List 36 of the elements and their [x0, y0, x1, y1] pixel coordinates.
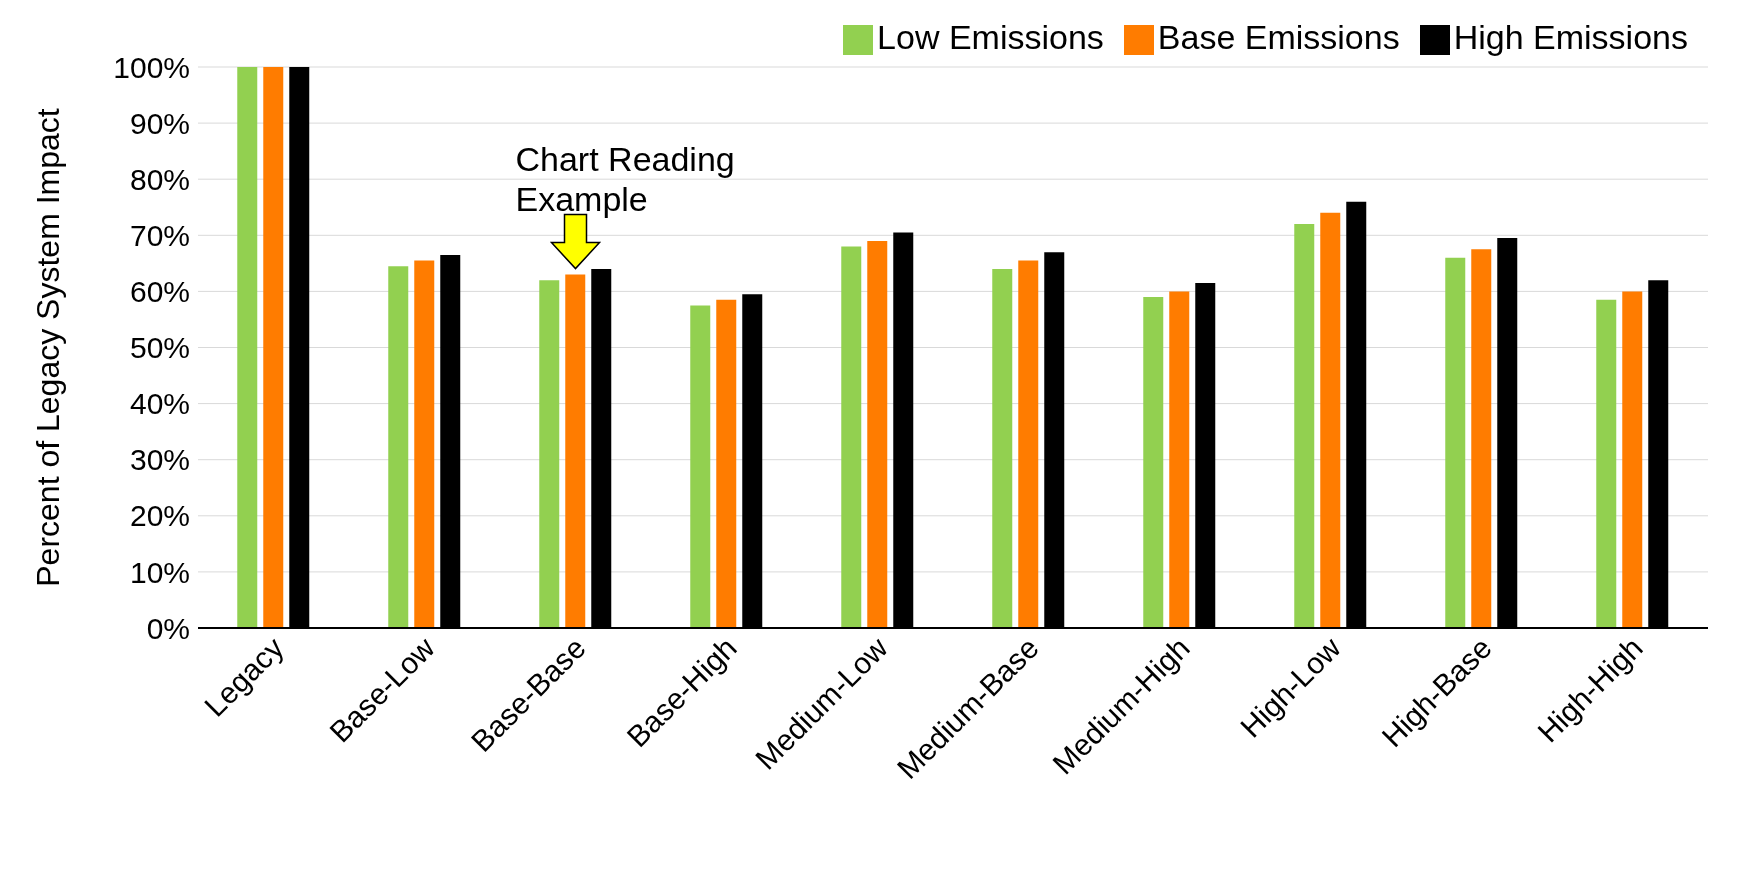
legend-label: Low Emissions	[877, 18, 1104, 56]
bar	[263, 67, 284, 628]
bar	[237, 67, 258, 628]
y-tick-label: 50%	[129, 331, 190, 365]
y-tick-label: 20%	[129, 499, 190, 533]
y-tick-label: 70%	[129, 218, 190, 252]
bar	[1294, 224, 1315, 628]
y-tick-label: 100%	[113, 50, 190, 84]
bar	[992, 268, 1013, 628]
annotation: Chart Reading Example	[515, 139, 735, 218]
bar	[565, 274, 586, 628]
bar	[539, 280, 560, 628]
y-tick-label: 60%	[129, 275, 190, 309]
bar	[1596, 299, 1617, 628]
y-tick-label: 90%	[129, 106, 190, 140]
y-axis-title: Percent of Legacy System Impact	[30, 108, 67, 587]
bar	[414, 260, 435, 628]
bar	[716, 299, 737, 628]
bar	[1622, 291, 1643, 628]
legend-label: Base Emissions	[1157, 18, 1400, 56]
y-tick-label: 0%	[146, 611, 190, 645]
bar	[1320, 212, 1341, 628]
y-tick-label: 10%	[129, 555, 190, 589]
bar	[690, 305, 711, 628]
bar	[1018, 260, 1039, 628]
y-tick-label: 40%	[129, 387, 190, 421]
bar	[841, 246, 862, 628]
bar	[1169, 291, 1190, 628]
y-tick-label: 80%	[129, 162, 190, 196]
legend-label: High Emissions	[1453, 18, 1688, 56]
bar	[388, 266, 409, 628]
bar	[1143, 297, 1164, 628]
bar	[867, 240, 888, 628]
bar	[1471, 249, 1492, 628]
y-tick-label: 30%	[129, 443, 190, 477]
bar	[1445, 257, 1466, 628]
